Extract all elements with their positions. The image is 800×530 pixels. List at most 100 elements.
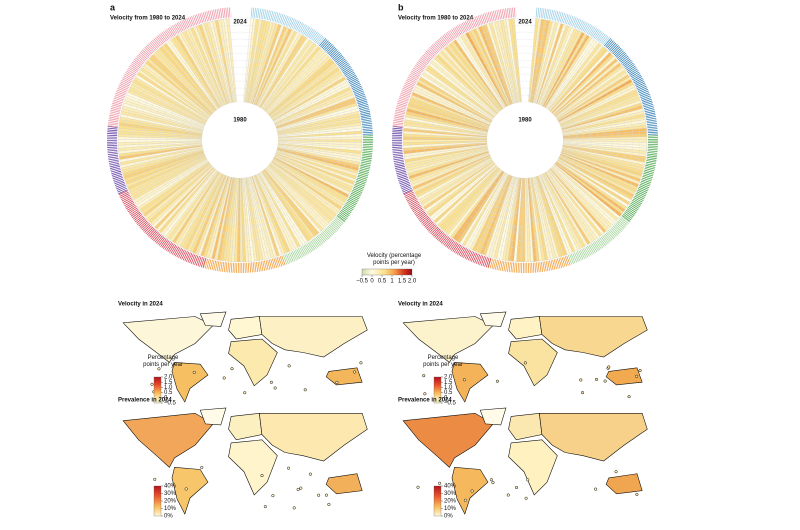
country-region bbox=[451, 467, 489, 515]
island bbox=[470, 489, 474, 493]
legend-tick-label: 0.5 bbox=[164, 390, 173, 396]
island bbox=[308, 472, 313, 476]
map-title: Prevalence in 2024 bbox=[398, 398, 452, 404]
island bbox=[416, 485, 420, 489]
colorbar-tick-label: 0.5 bbox=[378, 279, 387, 285]
ring-line bbox=[131, 31, 349, 249]
panel-label: b bbox=[398, 2, 404, 12]
ring-line bbox=[430, 45, 620, 235]
center-hole bbox=[202, 102, 278, 178]
island bbox=[243, 391, 247, 395]
ring-line bbox=[423, 38, 627, 242]
island bbox=[324, 493, 328, 497]
ring-line bbox=[479, 94, 571, 186]
island bbox=[296, 487, 300, 492]
legend-tick-label: 0 bbox=[164, 395, 168, 401]
group-ring bbox=[319, 38, 373, 136]
ring-line bbox=[173, 73, 307, 207]
country-region bbox=[228, 439, 278, 496]
group-ring bbox=[392, 7, 517, 128]
map-title: Velocity in 2024 bbox=[398, 302, 443, 308]
ring-line bbox=[145, 45, 335, 235]
island bbox=[150, 382, 154, 386]
inner-year: 1980 bbox=[233, 118, 247, 124]
island bbox=[263, 505, 267, 509]
circular-heatmap bbox=[402, 17, 648, 263]
country-region bbox=[259, 412, 368, 462]
island bbox=[594, 377, 599, 381]
island bbox=[524, 496, 528, 500]
country-region bbox=[402, 412, 494, 468]
ring-line bbox=[472, 87, 578, 193]
island bbox=[353, 370, 357, 374]
ring-line bbox=[465, 80, 585, 200]
country-region bbox=[171, 467, 209, 515]
circle-title: Velocity from 1980 to 2024 bbox=[398, 16, 474, 22]
country-region bbox=[508, 316, 543, 340]
island bbox=[327, 502, 331, 506]
country-region bbox=[479, 311, 507, 327]
country-region bbox=[479, 407, 507, 426]
island bbox=[299, 486, 303, 490]
island bbox=[184, 487, 188, 491]
ring-line bbox=[437, 52, 613, 228]
world-map bbox=[122, 311, 368, 403]
inner-year: 1980 bbox=[518, 118, 532, 124]
island bbox=[514, 485, 519, 490]
ring-line bbox=[402, 17, 648, 263]
island bbox=[292, 506, 296, 510]
group-ring bbox=[604, 38, 658, 136]
island bbox=[523, 361, 527, 365]
colorbar-tick-label: 1 bbox=[390, 279, 394, 285]
ring-line bbox=[166, 66, 314, 214]
legend-tick-label: 0% bbox=[444, 514, 453, 520]
island bbox=[359, 361, 363, 365]
colorbar-title: Velocity (percentage points per year) bbox=[366, 253, 422, 266]
island bbox=[627, 395, 631, 399]
group-ring bbox=[403, 189, 492, 268]
group-ring bbox=[392, 126, 413, 195]
group-ring bbox=[336, 135, 373, 222]
island bbox=[157, 367, 161, 371]
colorbar bbox=[361, 268, 413, 276]
legend-tick-label: 10% bbox=[164, 506, 177, 512]
ring-line bbox=[416, 31, 634, 249]
group-ring bbox=[621, 135, 658, 222]
legend-tick-label: 40% bbox=[444, 484, 457, 490]
island bbox=[580, 391, 585, 395]
ring-line bbox=[180, 80, 300, 200]
legend-tick-label: 30% bbox=[444, 491, 457, 497]
country-region bbox=[199, 407, 227, 426]
panel-label: a bbox=[110, 2, 116, 12]
legend-tick-label: −0.5 bbox=[164, 401, 177, 407]
country-region bbox=[605, 367, 643, 386]
legend-bar bbox=[433, 485, 442, 517]
island bbox=[491, 481, 495, 485]
island bbox=[526, 478, 530, 482]
island bbox=[192, 370, 196, 374]
legend-tick-label: −0.5 bbox=[444, 401, 457, 407]
island bbox=[269, 380, 273, 384]
legend-tick-label: 1.0 bbox=[164, 385, 173, 391]
island bbox=[303, 388, 307, 392]
legend-bar bbox=[153, 485, 162, 517]
world-map bbox=[402, 407, 648, 515]
country-region bbox=[228, 412, 263, 441]
colorbar-tick-label: 2.0 bbox=[408, 279, 417, 285]
legend-tick-label: 30% bbox=[164, 491, 177, 497]
island bbox=[230, 367, 234, 371]
legend-title: Percentage points per year bbox=[423, 355, 463, 368]
island bbox=[153, 477, 157, 481]
island bbox=[335, 380, 339, 384]
island bbox=[287, 364, 291, 368]
center-hole bbox=[487, 102, 563, 178]
legend-tick-label: 40% bbox=[164, 484, 177, 490]
country-region bbox=[605, 473, 643, 495]
group-ring bbox=[250, 7, 326, 46]
group-ring bbox=[118, 189, 207, 268]
circle-title: Velocity from 1980 to 2024 bbox=[110, 16, 186, 22]
country-region bbox=[508, 439, 558, 496]
legend-title: Percentage points per year bbox=[143, 355, 183, 368]
